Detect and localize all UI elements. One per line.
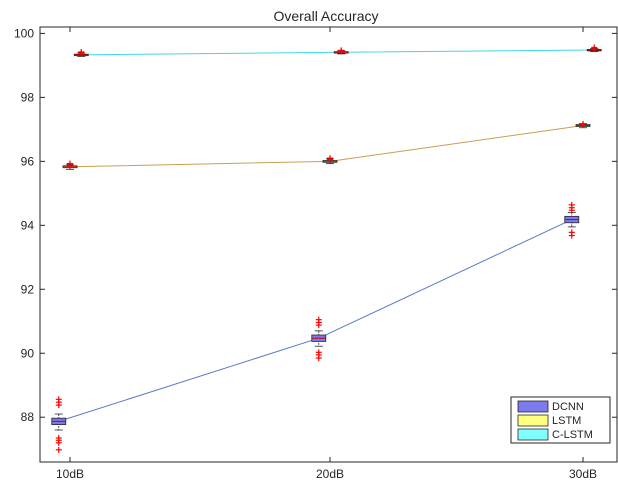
legend-swatch-lstm bbox=[517, 414, 549, 427]
chart-title: Overall Accuracy bbox=[273, 8, 378, 24]
plot-area: 88 90 92 94 96 98 100 10dB 20dB 30dB bbox=[14, 26, 618, 481]
x-tick-label: 20dB bbox=[316, 467, 344, 481]
y-tick-label: 94 bbox=[21, 218, 35, 232]
legend-swatch-c-lstm bbox=[517, 428, 549, 441]
y-tick-label: 92 bbox=[21, 282, 35, 296]
x-tick-label: 30dB bbox=[569, 467, 597, 481]
legend: DCNN LSTM C-LSTM bbox=[510, 396, 611, 444]
y-tick-label: 98 bbox=[21, 90, 35, 104]
legend-label-dcnn: DCNN bbox=[552, 401, 584, 413]
y-tick-label: 96 bbox=[21, 154, 35, 168]
y-tick-label: 90 bbox=[21, 346, 35, 360]
legend-label-lstm: LSTM bbox=[552, 415, 581, 427]
y-tick-label: 88 bbox=[21, 410, 35, 424]
axes-frame bbox=[39, 26, 618, 463]
legend-swatch-dcnn bbox=[517, 400, 549, 413]
y-tick-label: 100 bbox=[14, 26, 34, 40]
series-line-dcnn bbox=[58, 219, 572, 422]
legend-label-c-lstm: C-LSTM bbox=[552, 429, 593, 441]
x-tick-label: 10dB bbox=[56, 467, 84, 481]
